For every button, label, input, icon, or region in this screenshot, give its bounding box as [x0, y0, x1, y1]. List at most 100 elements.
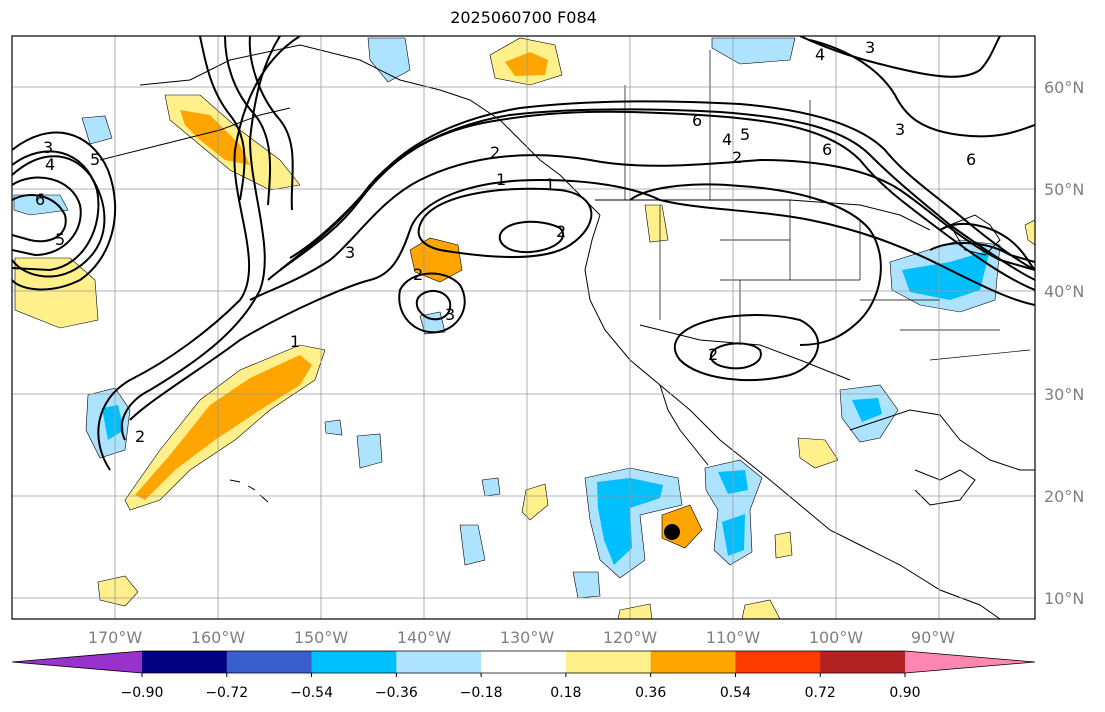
yucatan [914, 469, 976, 506]
contour-label: 3 [445, 305, 455, 324]
contour-line [417, 187, 593, 258]
us-canada-border [595, 199, 931, 231]
contour-line [97, 36, 301, 471]
contour-line [939, 222, 1035, 271]
lon-label: 90°W [911, 628, 955, 647]
contour-line [12, 194, 67, 243]
contour-label: 6 [35, 190, 45, 209]
negative-anomaly-core [852, 398, 882, 422]
contour-label: 6 [822, 140, 832, 159]
gulf-coast [849, 409, 1035, 471]
contour-line [279, 108, 1035, 281]
contour-label: 3 [895, 120, 905, 139]
contour-label: 2 [413, 265, 423, 284]
contour-label: 3 [345, 243, 355, 262]
baja-california [659, 384, 709, 466]
contour-label: 2 [556, 222, 566, 241]
colorbar-tick-label: 0.72 [805, 685, 836, 701]
positive-anomaly-area [617, 603, 653, 619]
colorbar-tick-label: −0.90 [121, 685, 164, 701]
longitude-labels: 170°W 160°W 150°W 140°W 130°W 120°W 110°… [88, 628, 955, 647]
positive-anomaly-area [774, 531, 793, 559]
contour-label: 5 [55, 230, 65, 249]
contour-label: 1 [290, 332, 300, 351]
negative-anomaly-area [367, 37, 411, 83]
negative-anomaly-area [459, 524, 486, 566]
lon-label: 100°W [809, 628, 864, 647]
lat-label: 20°N [1044, 487, 1084, 506]
contour-label: 1 [545, 175, 555, 194]
contour-label: 4 [45, 155, 55, 174]
negative-anomaly-core [102, 405, 124, 440]
positive-anomaly-area [97, 575, 139, 607]
contour-line [673, 314, 820, 381]
negative-anomaly-area [356, 433, 383, 469]
colorbar-swatch [142, 651, 228, 673]
negative-anomaly-core [902, 250, 990, 300]
positive-anomaly-area [409, 237, 463, 283]
negative-anomaly-core [718, 470, 748, 556]
lon-label: 150°W [294, 628, 349, 647]
coastlines [99, 44, 1035, 619]
negative-anomaly-area [481, 477, 501, 497]
lat-label: 10°N [1044, 589, 1084, 608]
contour-label: 2 [135, 427, 145, 446]
contour-label: 5 [90, 150, 100, 169]
lon-label: 170°W [88, 628, 143, 647]
contour-line [267, 110, 1035, 291]
colorbar-extend-high [905, 651, 1035, 673]
shaded-anomalies [13, 37, 1035, 619]
contour-label: 4 [722, 130, 732, 149]
map-background [12, 36, 1035, 619]
colorbar-swatch [481, 651, 567, 673]
contour-line [224, 36, 272, 206]
lon-label: 130°W [500, 628, 555, 647]
lon-label: 160°W [191, 628, 246, 647]
colorbar-swatch [226, 651, 313, 673]
contour-label: 5 [740, 125, 750, 144]
contour-labels: 6 4 5 2 1 3 6 4 5 3 6 1 3 2 2 2 3 1 2 2 … [35, 38, 976, 446]
map-title: 2025060700 F084 [450, 8, 597, 27]
contour-line [710, 342, 762, 370]
contour-line [415, 290, 452, 321]
positive-anomaly-core [505, 52, 548, 76]
colorbar-swatch [820, 651, 906, 673]
contour-line [289, 100, 1035, 271]
contour-line [799, 36, 1001, 78]
height-contours [12, 36, 1035, 471]
negative-anomaly-area [81, 115, 113, 145]
lon-label: 140°W [397, 628, 452, 647]
negative-anomaly-area [324, 419, 343, 436]
contour-label: 3 [865, 38, 875, 57]
positive-anomaly-area [797, 437, 839, 469]
contour-label: 1 [496, 170, 506, 189]
colorbar-tick-label: −0.18 [460, 685, 503, 701]
contour-label: 6 [692, 111, 702, 130]
canada-province-lines [624, 50, 811, 200]
colorbar-tick-label: −0.72 [205, 685, 248, 701]
contour-line [12, 155, 106, 278]
lat-label: 40°N [1044, 282, 1084, 301]
great-lakes [949, 214, 1001, 256]
colorbar-tick-label: −0.36 [375, 685, 418, 701]
negative-anomaly-area [704, 459, 763, 566]
positive-anomaly-area [741, 599, 781, 619]
colorbar-tick-label: 0.54 [720, 685, 751, 701]
lat-label: 60°N [1044, 78, 1084, 97]
positive-anomaly-area [644, 204, 669, 243]
contour-line [248, 36, 294, 211]
colorbar-swatch [565, 651, 652, 673]
colorbar-tick-label: 0.18 [550, 685, 581, 701]
contour-line [199, 36, 246, 201]
negative-anomaly-area [572, 571, 601, 599]
aleutian-chain [99, 107, 291, 161]
contour-label: 3 [43, 138, 53, 157]
positive-anomaly-area [521, 483, 549, 521]
colorbar-swatch [735, 651, 821, 673]
contour-line [129, 178, 1035, 421]
contour-line [498, 220, 565, 254]
contour-line [398, 272, 466, 334]
contour-line [12, 176, 82, 257]
positive-anomaly-core [180, 110, 250, 165]
contour-label: 2 [708, 345, 718, 364]
